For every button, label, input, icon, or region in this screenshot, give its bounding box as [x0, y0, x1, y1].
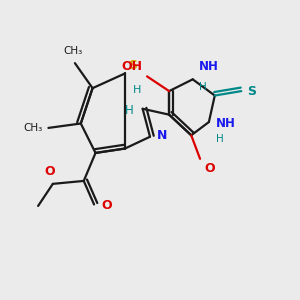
Text: CH₃: CH₃: [64, 46, 83, 56]
Text: N: N: [158, 129, 168, 142]
Text: O: O: [101, 200, 112, 212]
Text: H: H: [133, 85, 141, 95]
Text: CH₃: CH₃: [23, 123, 43, 133]
Text: H: H: [216, 134, 224, 144]
Text: OH: OH: [122, 60, 142, 74]
Text: S: S: [128, 59, 137, 72]
Text: O: O: [45, 165, 55, 178]
Text: O: O: [205, 162, 215, 175]
Text: S: S: [247, 85, 256, 98]
Text: NH: NH: [216, 117, 236, 130]
Text: H: H: [199, 82, 206, 92]
Text: NH: NH: [199, 60, 218, 74]
Text: H: H: [124, 104, 133, 117]
